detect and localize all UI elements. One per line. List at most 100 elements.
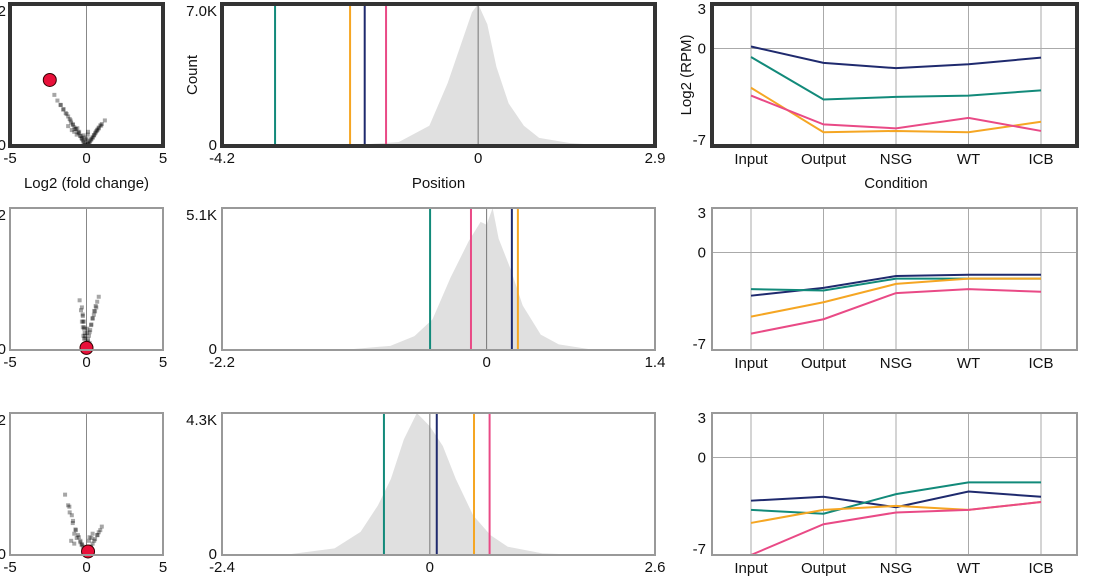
- y-tick-label: 4.3K: [186, 412, 217, 429]
- data-point: [81, 139, 86, 144]
- x-axis-label: Condition: [864, 175, 927, 192]
- data-point: [88, 138, 93, 143]
- data-point: [58, 102, 63, 107]
- y-tick-label: 3: [698, 1, 706, 18]
- area-panel-3[interactable]: -2.4 0 2.64.3K0: [186, 412, 665, 576]
- data-point: [84, 138, 89, 143]
- x-tick-label: -2.2: [209, 354, 235, 371]
- data-point: [95, 299, 100, 304]
- y-tick-label: 0: [0, 546, 6, 563]
- data-point: [64, 112, 69, 117]
- x-tick-label: Input: [734, 151, 768, 168]
- data-point: [78, 133, 83, 138]
- x-tick-label: Input: [734, 355, 768, 372]
- data-point: [93, 131, 98, 136]
- data-point: [95, 128, 100, 133]
- data-point: [74, 535, 79, 540]
- x-tick-label: 5: [159, 559, 167, 576]
- data-point: [79, 542, 84, 547]
- data-point: [75, 533, 80, 538]
- data-point: [82, 325, 87, 330]
- data-point: [96, 125, 101, 130]
- x-tick-label: 0: [82, 559, 90, 576]
- data-point: [66, 114, 71, 119]
- y-tick-label: 5.1K: [186, 207, 217, 224]
- scatter-panel-3[interactable]: -5 0 520: [0, 412, 167, 576]
- teal-series-line: [750, 481, 1041, 515]
- data-point: [90, 135, 95, 140]
- data-point: [90, 531, 95, 536]
- data-point: [80, 312, 85, 317]
- x-axis-label: Position: [412, 175, 465, 192]
- data-point: [79, 136, 84, 141]
- y-tick-label: 0: [0, 137, 6, 154]
- plot-border: [220, 2, 657, 148]
- plot-border: [9, 207, 164, 351]
- x-tick-label: Output: [801, 560, 847, 577]
- data-point: [99, 123, 104, 128]
- data-point: [93, 130, 98, 135]
- x-tick-label: Output: [801, 151, 847, 168]
- data-point: [88, 328, 93, 333]
- data-point: [63, 111, 68, 116]
- y-tick-label: -7: [693, 132, 706, 149]
- data-point: [82, 326, 87, 331]
- x-tick-label: WT: [957, 151, 980, 168]
- y-tick-label: 0: [698, 40, 706, 57]
- data-point: [70, 521, 75, 526]
- data-point: [73, 528, 78, 533]
- y-tick-label: 0: [209, 341, 217, 358]
- data-point: [94, 305, 99, 310]
- data-point: [89, 322, 94, 327]
- data-point: [80, 544, 85, 549]
- x-tick-label: 0: [482, 354, 490, 371]
- data-point: [68, 118, 73, 123]
- navy-series-line: [750, 490, 1042, 509]
- data-point: [89, 323, 94, 328]
- data-point: [73, 527, 78, 532]
- orange-series-line: [750, 86, 1042, 134]
- data-point: [99, 524, 104, 529]
- data-point: [84, 136, 89, 141]
- plot-border: [710, 2, 1079, 148]
- data-point: [87, 535, 92, 540]
- data-point: [90, 541, 95, 546]
- data-point: [99, 121, 104, 126]
- data-point: [85, 330, 90, 335]
- data-point: [76, 131, 81, 136]
- area-panel-2[interactable]: -2.2 0 1.45.1K0: [186, 207, 665, 371]
- data-point: [72, 541, 77, 546]
- plot-border: [221, 207, 656, 351]
- histogram-area: [222, 4, 655, 146]
- data-point: [83, 336, 88, 341]
- scatter-panel-2[interactable]: -5 0 520: [0, 207, 167, 371]
- x-tick-label: -2.4: [209, 559, 235, 576]
- x-tick-label: ICB: [1028, 560, 1053, 577]
- data-point: [86, 129, 91, 134]
- data-point: [79, 319, 84, 324]
- data-point: [78, 134, 83, 139]
- data-point: [95, 533, 100, 538]
- points: [77, 294, 101, 350]
- data-point: [82, 333, 87, 338]
- plot-border: [9, 412, 164, 556]
- x-tick-label: 0: [82, 150, 90, 167]
- data-point: [75, 130, 80, 135]
- data-point: [90, 316, 95, 321]
- data-point: [69, 120, 74, 125]
- data-point: [72, 125, 77, 130]
- data-point: [98, 528, 103, 533]
- line-panel-1[interactable]: Input Output NSG WT ICB 3 0 -7 Condition Log2 (RP…: [678, 1, 1079, 192]
- teal-series-line: [750, 56, 1042, 101]
- y-tick-label: 0: [0, 341, 6, 358]
- data-point: [86, 333, 91, 338]
- data-point: [90, 135, 95, 140]
- data-point: [96, 530, 101, 535]
- data-point: [76, 535, 81, 540]
- pink-series-line: [750, 288, 1042, 335]
- orange-series-line: [750, 277, 1041, 318]
- line-panel-2[interactable]: Input Output NSG WT ICB 3 0 -7: [693, 205, 1078, 372]
- line-panel-3[interactable]: Input Output NSG WT ICB 3 0 -7: [693, 410, 1078, 577]
